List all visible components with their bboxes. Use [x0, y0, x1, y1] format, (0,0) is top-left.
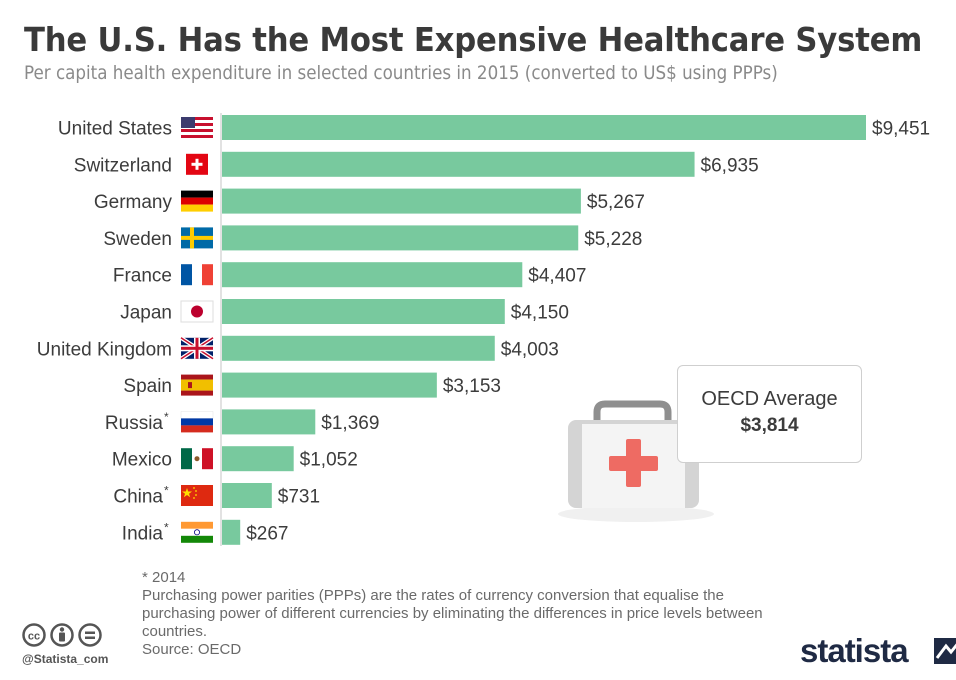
statista-logo-icon: [934, 638, 956, 664]
category-label: United Kingdom: [37, 339, 172, 360]
flag-de-icon: [181, 190, 213, 212]
license-icons: cc: [22, 623, 102, 647]
value-label: $731: [278, 487, 320, 508]
flag-mx-icon: [181, 448, 213, 470]
value-label: $5,228: [584, 229, 642, 250]
value-label: $1,369: [321, 413, 379, 434]
oecd-average-label: OECD Average: [701, 388, 838, 410]
nd-icon: [78, 623, 102, 647]
category-asterisk: *: [164, 484, 169, 498]
flag-cn-icon: [181, 485, 213, 506]
flag-gb-icon: [179, 336, 215, 361]
value-label: $6,935: [701, 155, 759, 176]
flag-fr-icon: [181, 264, 213, 286]
bar-es: [222, 372, 437, 398]
bar-gb: [222, 335, 495, 361]
category-label: France: [113, 266, 172, 287]
bar-cn: [222, 483, 272, 508]
statista-handle: @Statista_com: [22, 652, 109, 666]
category-label: Sweden: [103, 229, 172, 250]
category-label: United States: [58, 119, 172, 140]
statista-logo-text: statista: [800, 632, 909, 669]
bar-in: [222, 519, 241, 545]
svg-text:cc: cc: [28, 631, 40, 643]
value-label: $4,150: [511, 303, 569, 324]
oecd-average-value: $3,814: [740, 415, 799, 436]
value-label: $5,267: [587, 192, 645, 213]
category-label: Germany: [94, 192, 173, 213]
category-label: Russia: [105, 413, 164, 434]
value-label: $267: [246, 523, 288, 544]
category-asterisk: *: [164, 410, 169, 424]
category-label: India: [122, 523, 164, 544]
bar-ru: [222, 409, 316, 435]
flag-in-icon: [181, 521, 213, 543]
category-label: Japan: [120, 303, 172, 324]
category-label: Spain: [123, 376, 172, 397]
flag-us-icon: [181, 117, 213, 138]
chart-subtitle: Per capita health expenditure in selecte…: [24, 62, 778, 84]
flag-es-icon: [181, 374, 213, 396]
bar-chart: $9,451 United States $6,935 Switzerland $5,2…: [37, 113, 930, 546]
bar-mx: [222, 446, 294, 472]
value-label: $1,052: [300, 450, 358, 471]
category-label: China: [113, 487, 163, 508]
oecd-average-box: OECD Average $3,814: [677, 365, 862, 463]
statista-logo[interactable]: statista: [800, 632, 956, 670]
flag-se-icon: [181, 227, 213, 249]
category-label: Switzerland: [74, 155, 172, 176]
cc-icon: cc: [22, 623, 46, 647]
flag-jp-icon: [180, 300, 214, 323]
flag-ru-icon: [180, 411, 214, 433]
flag-ch-icon: [186, 153, 208, 175]
value-label: $3,153: [443, 376, 501, 397]
first-aid-kit-icon: [558, 400, 714, 522]
value-label: $9,451: [872, 119, 930, 140]
footnote-ppp: Purchasing power parities (PPPs) are the…: [142, 587, 763, 640]
footnote-asterisk: * 2014: [142, 569, 186, 586]
category-label: Mexico: [112, 450, 172, 471]
bar-de: [222, 188, 581, 214]
bar-fr: [222, 262, 523, 288]
category-asterisk: *: [164, 520, 169, 534]
bar-us: [222, 115, 866, 140]
by-icon: [50, 623, 74, 647]
value-label: $4,003: [501, 339, 559, 360]
value-label: $4,407: [528, 266, 586, 287]
source-note: Source: OECD: [142, 641, 242, 658]
bar-jp: [222, 299, 505, 324]
chart-title: The U.S. Has the Most Expensive Healthca…: [24, 20, 923, 59]
footnotes: * 2014 Purchasing power parities (PPPs) …: [142, 569, 782, 659]
bar-se: [222, 225, 579, 251]
bar-ch: [222, 151, 695, 177]
